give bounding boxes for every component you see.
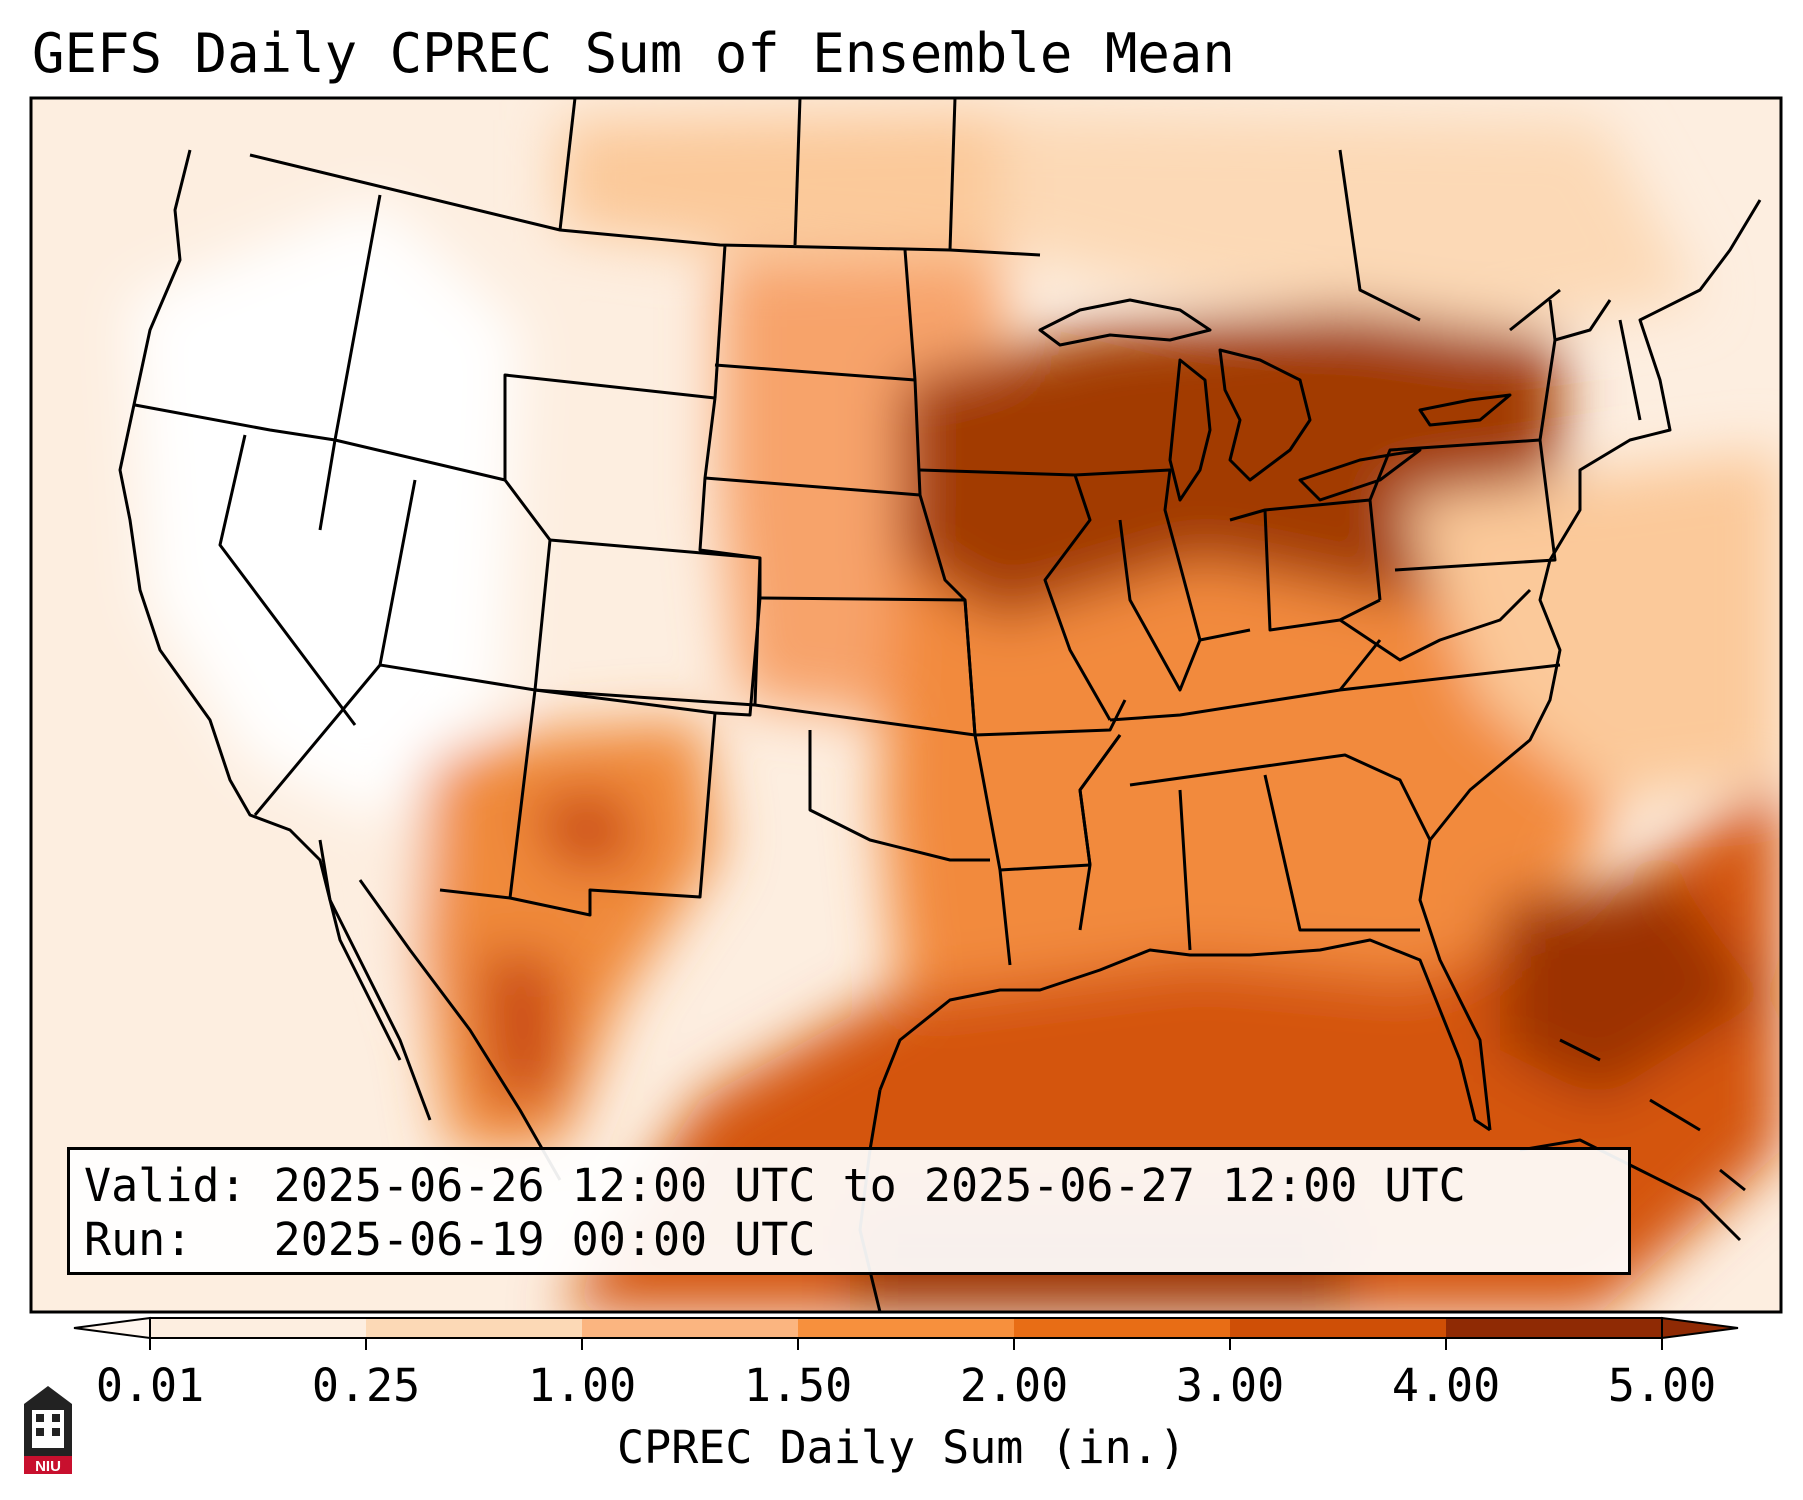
colorbar-tick-label: 1.50 — [743, 1359, 853, 1412]
colorbar-label: CPREC Daily Sum (in.) — [617, 1421, 1186, 1474]
map-frame — [29, 96, 1783, 1314]
run-time-text: Run: 2025-06-19 00:00 UTC — [84, 1213, 816, 1266]
colorbar-tick-label: 4.00 — [1391, 1359, 1501, 1412]
valid-time-text: Valid: 2025-06-26 12:00 UTC to 2025-06-2… — [84, 1159, 1466, 1212]
map-title: GEFS Daily CPREC Sum of Ensemble Mean — [32, 22, 1235, 85]
colorbar-tick-label: 0.01 — [95, 1359, 205, 1412]
colorbar-tick-label: 0.25 — [311, 1359, 421, 1412]
colorbar-over-triangle — [1661, 1316, 1739, 1340]
colorbar-segment — [1014, 1318, 1231, 1338]
colorbar-segment — [798, 1318, 1015, 1338]
boundary-lines — [118, 98, 1762, 1312]
colorbar — [73, 1316, 1739, 1350]
info-box: Valid: 2025-06-26 12:00 UTC to 2025-06-2… — [67, 1147, 1631, 1275]
colorbar-segment — [1230, 1318, 1447, 1338]
colorbar-segment — [150, 1318, 367, 1338]
colorbar-segment — [1446, 1318, 1663, 1338]
colorbar-tick-label: 1.00 — [527, 1359, 637, 1412]
niu-logo: NIU — [24, 1386, 72, 1475]
svg-text:NIU: NIU — [35, 1458, 61, 1475]
colorbar-segment — [582, 1318, 799, 1338]
colorbar-frame — [149, 1317, 1663, 1339]
colorbar-tick-label: 3.00 — [1175, 1359, 1285, 1412]
colorbar-under-triangle — [73, 1316, 151, 1340]
colorbar-tick-label: 2.00 — [959, 1359, 1069, 1412]
colorbar-tick-label: 5.00 — [1607, 1359, 1717, 1412]
colorbar-segment — [366, 1318, 583, 1338]
